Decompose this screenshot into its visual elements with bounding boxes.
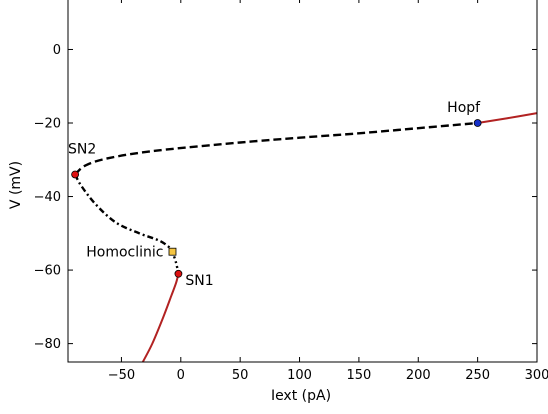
- marker-homoclinic: [168, 247, 177, 256]
- x-axis-label: Iext (pA): [271, 388, 331, 404]
- point-label-hopf: Hopf: [447, 100, 481, 116]
- marker-sn1: [174, 269, 183, 278]
- point-label-homoclinic: Homoclinic: [86, 245, 163, 261]
- point-label-sn1: SN1: [185, 273, 213, 289]
- series-line-stable-upper: [477, 112, 538, 124]
- y-tick-label: −60: [34, 264, 61, 279]
- y-axis-label: V (mV): [8, 161, 24, 209]
- series-line-stable-lower: [141, 273, 180, 363]
- markers-layer: [71, 119, 482, 278]
- labels-layer: SN2 SN1 Homoclinic Hopf: [68, 100, 481, 289]
- x-tick-label: 150: [346, 368, 371, 383]
- x-tick-label: 250: [465, 368, 490, 383]
- marker-sn2: [71, 170, 80, 179]
- x-tick-label: 300: [525, 368, 548, 383]
- series-line-unstable-middle: [74, 173, 174, 253]
- series-line-unstable-upper: [74, 121, 478, 176]
- x-tick-label: 0: [177, 368, 185, 383]
- x-tick-label: 200: [406, 368, 431, 383]
- y-tick-label: 0: [53, 43, 61, 58]
- y-tick-label: −40: [34, 190, 61, 205]
- y-tick-label: −80: [34, 337, 61, 352]
- point-label-sn2: SN2: [68, 141, 96, 157]
- x-tick-label: 50: [232, 368, 249, 383]
- y-tick-label: −20: [34, 117, 61, 132]
- series-layer: [74, 112, 538, 363]
- x-tick-label: −50: [108, 368, 135, 383]
- marker-hopf: [473, 119, 482, 127]
- x-tick-label: 100: [287, 368, 312, 383]
- axes-layer: −50 0 50 100 150 200 250 300 0 −20 −40 −60 −80: [34, 0, 548, 383]
- plot-frame: [67, 0, 538, 363]
